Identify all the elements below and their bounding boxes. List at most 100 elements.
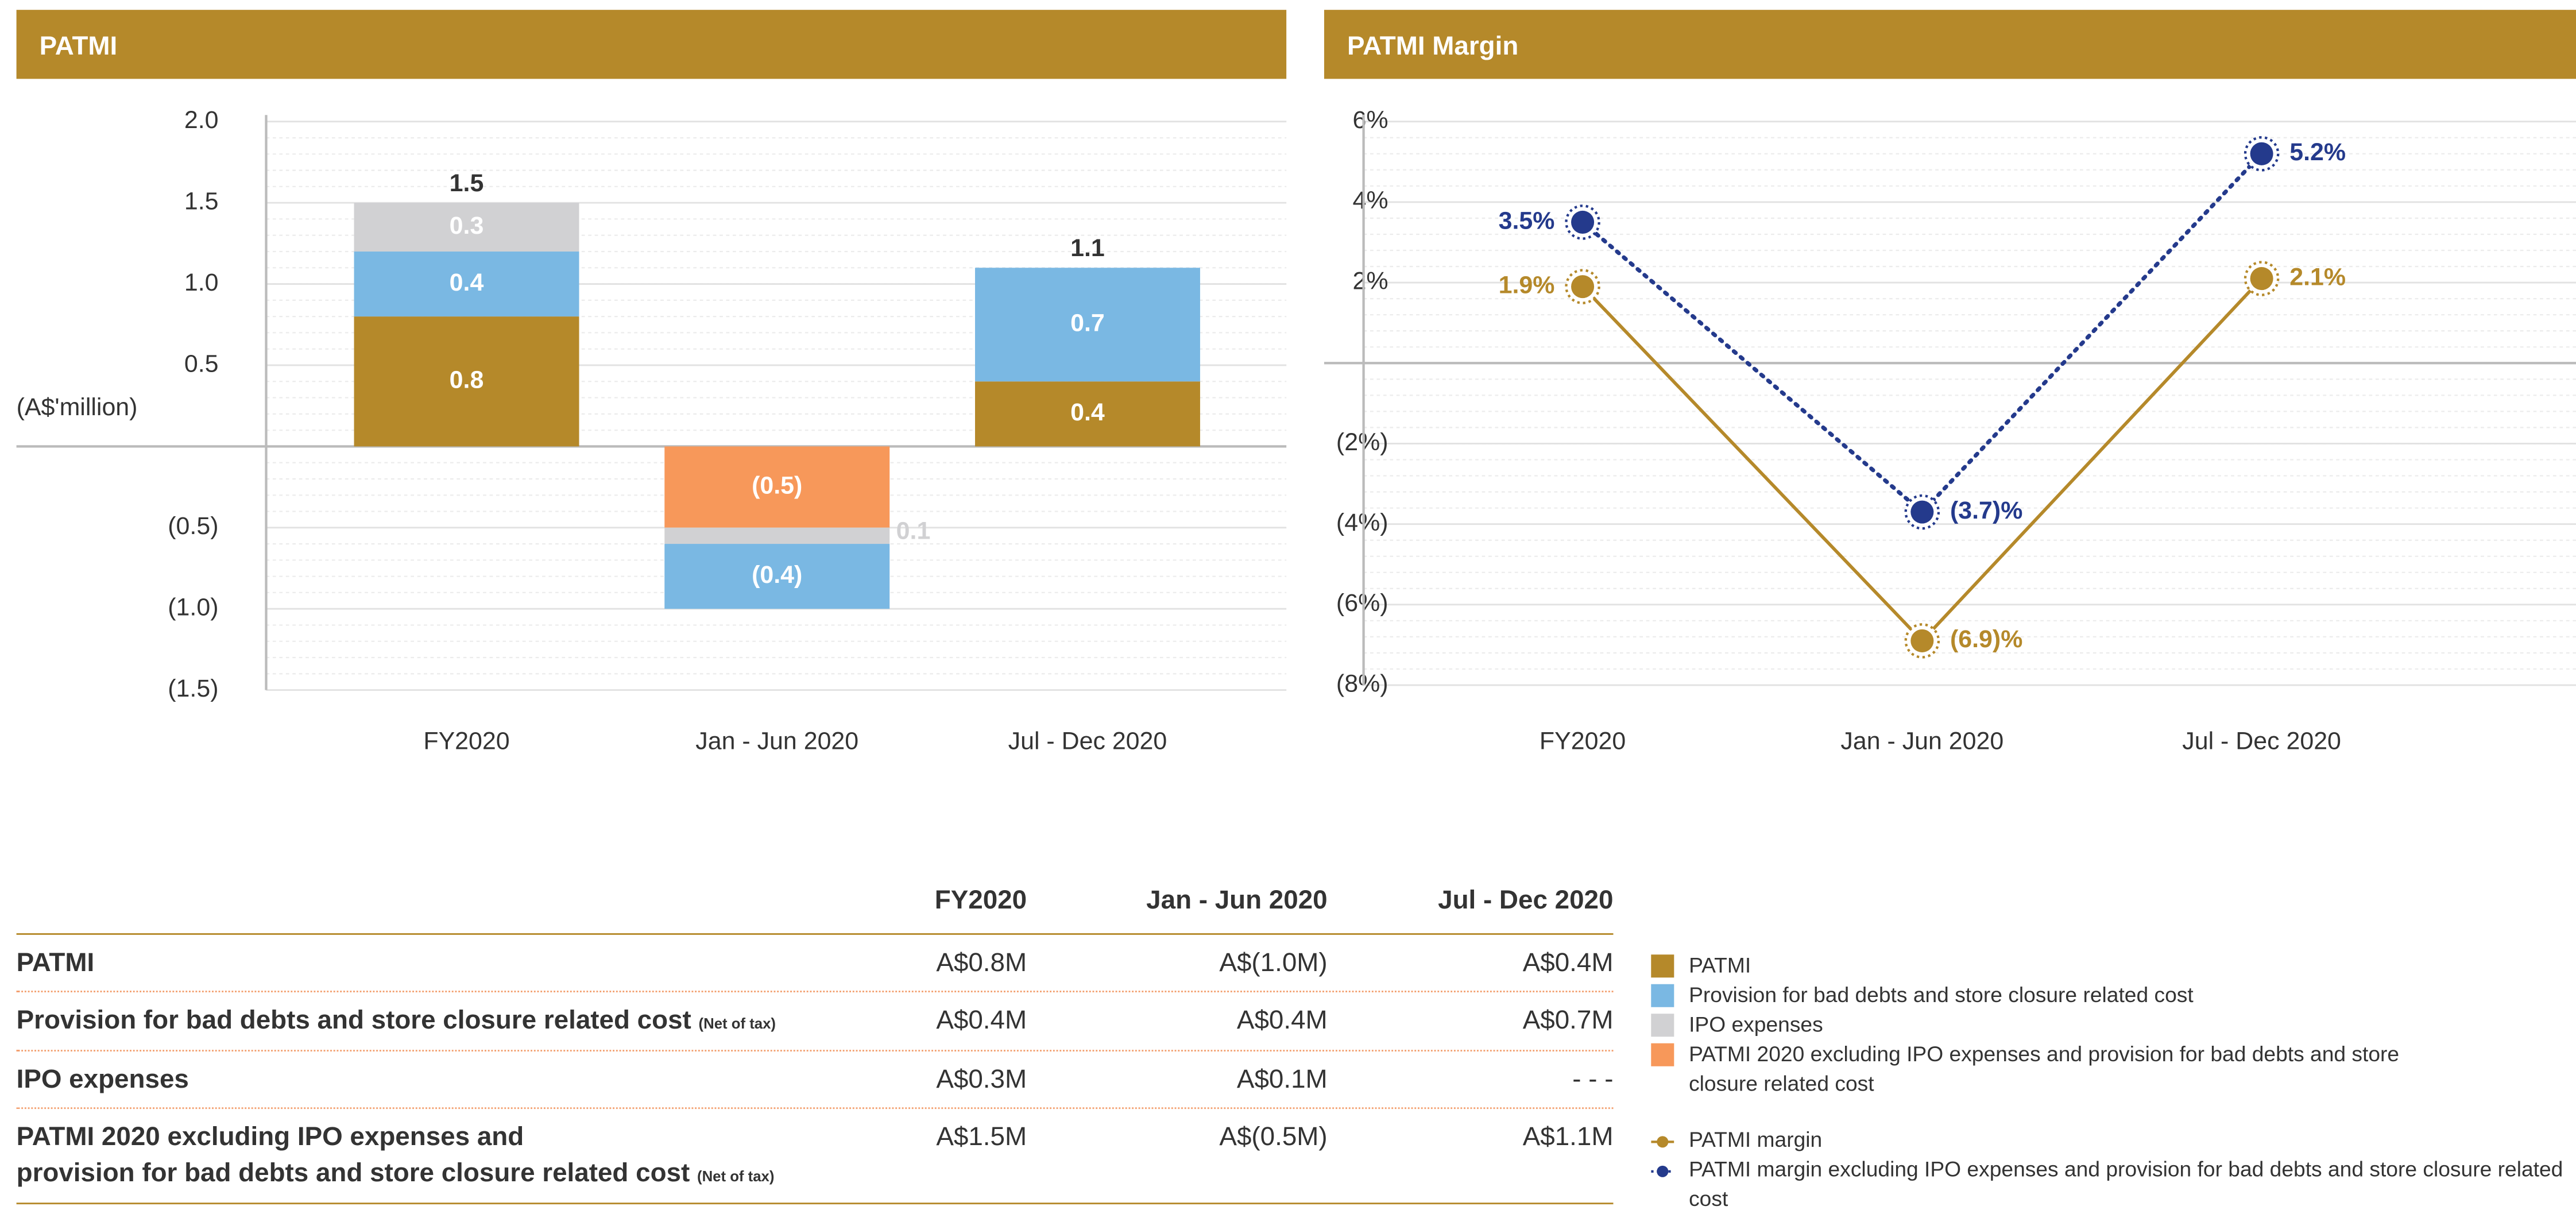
y-tick-label: 2.0 — [184, 106, 219, 134]
table-row: IPO expenses A$0.3M A$0.1M - - - — [16, 1051, 1614, 1109]
bar-label: 0.3 — [450, 212, 484, 239]
y-tick-label: 4% — [1353, 187, 1388, 214]
charts: PATMI 2.0 1.5 1.0 0.5 (0.5) (1.0) (1.5) (A$'mill… — [16, 10, 2576, 755]
bar-segment — [354, 316, 579, 447]
legend-swatch — [1651, 1160, 1674, 1180]
column-header: Jan - Jun 2020 — [1146, 887, 1328, 915]
legend-item: IPO expenses — [1651, 1010, 2445, 1039]
cell-value: A$0.8M — [936, 949, 1027, 978]
x-tick-label: Jan - Jun 2020 — [695, 727, 858, 755]
y-tick-label: (4%) — [1336, 509, 1388, 536]
x-tick-label: FY2020 — [423, 727, 509, 755]
legend-swatch — [1651, 954, 1674, 978]
cell-value: - - - — [1572, 1066, 1614, 1095]
point-label: 5.2% — [2289, 138, 2346, 166]
bar-label: 0.1 — [896, 517, 931, 545]
y-tick-label: 1.0 — [184, 269, 219, 296]
row-label: Provision for bad debts and store closur… — [17, 992, 904, 1050]
cell-value: A$0.1M — [1236, 1066, 1328, 1095]
row-label-text: IPO expenses — [16, 1066, 189, 1095]
cell-value: A$1.1M — [1522, 1123, 1614, 1152]
cell-value: A$0.4M — [1236, 1007, 1328, 1035]
x-tick-label: Jul - Dec 2020 — [1008, 727, 1167, 755]
legend-item: Provision for bad debts and store closur… — [1651, 981, 2445, 1010]
y-tick-label: (1.5) — [168, 675, 218, 702]
line — [1580, 152, 2264, 515]
column-header: FY2020 — [934, 887, 1027, 915]
row-label-text: PATMI 2020 excluding IPO expenses and pr… — [16, 1123, 690, 1188]
cell-value: A$0.7M — [1522, 1007, 1614, 1035]
y-tick-label: (6%) — [1336, 589, 1388, 617]
y-tick-label: 0.5 — [184, 350, 219, 377]
chart-header — [16, 10, 1287, 79]
total-label: 1.1 — [1070, 234, 1105, 262]
legend-swatch — [1651, 1014, 1674, 1037]
legend-item: PATMI margin — [1651, 1126, 2571, 1155]
legend-label: PATMI 2020 excluding IPO expenses and pr… — [1689, 1041, 2400, 1096]
bar-segment — [354, 251, 579, 317]
bar-segment — [664, 446, 890, 528]
point-label: 1.9% — [1499, 271, 1555, 299]
legend-label: Provision for bad debts and store closur… — [1689, 982, 2194, 1007]
legend-label: PATMI — [1689, 953, 1751, 978]
marker — [1910, 500, 1934, 524]
legend-item: PATMI — [1651, 952, 2445, 981]
bar-segment — [974, 268, 1200, 382]
bar-label: 0.7 — [1070, 310, 1105, 337]
bar-segment — [974, 381, 1200, 447]
table-header: FY2020 Jan - Jun 2020 Jul - Dec 2020 — [16, 880, 1614, 935]
chart-title: PATMI — [40, 31, 118, 60]
cell-value: A$0.4M — [1522, 949, 1614, 978]
legend-label: PATMI margin excluding IPO expenses and … — [1689, 1157, 2563, 1211]
row-label: IPO expenses — [17, 1051, 904, 1107]
row-label-text: PATMI — [16, 949, 95, 978]
chart-header — [1324, 10, 2576, 79]
bar-label: 0.4 — [1070, 399, 1105, 426]
marker — [1571, 275, 1595, 299]
row-note: (Net of tax) — [697, 1168, 775, 1185]
total-label: 1.5 — [450, 169, 484, 197]
cell-value: A$0.4M — [936, 1007, 1027, 1035]
chart-title: PATMI Margin — [1347, 31, 1518, 60]
legend-swatch — [1651, 1130, 1674, 1150]
point-label: (6.9)% — [1950, 625, 2022, 653]
y-tick-label: (8%) — [1336, 670, 1388, 697]
x-tick-label: FY2020 — [1540, 727, 1626, 755]
bar-label: 0.8 — [450, 366, 484, 394]
marker — [1571, 210, 1595, 234]
legend-line-icon — [1651, 1136, 1674, 1148]
legend-swatch — [1651, 1043, 1674, 1066]
marker — [2250, 267, 2273, 291]
table-row: Provision for bad debts and store closur… — [16, 992, 1614, 1052]
y-tick-label: 1.5 — [184, 187, 219, 215]
y-tick-label: (1.0) — [168, 594, 218, 621]
cell-value: A$0.3M — [936, 1066, 1027, 1095]
x-tick-label: Jul - Dec 2020 — [2182, 727, 2341, 755]
legend-line-icon — [1651, 1165, 1674, 1177]
column-header: Jul - Dec 2020 — [1438, 887, 1614, 915]
point-label: (3.7)% — [1950, 497, 2022, 524]
table-row: PATMI 2020 excluding IPO expenses and pr… — [16, 1109, 1614, 1205]
x-tick-label: Jan - Jun 2020 — [1840, 727, 2003, 755]
table-row: PATMI A$0.8M A$(1.0M) A$0.4M — [16, 935, 1614, 993]
legend-item: PATMI margin excluding IPO expenses and … — [1651, 1155, 2571, 1214]
y-axis-label: (A$'million) — [17, 393, 138, 421]
bar-label: 0.4 — [450, 269, 484, 296]
row-label: PATMI 2020 excluding IPO expenses and pr… — [17, 1109, 904, 1203]
legend-label: PATMI margin — [1689, 1127, 1823, 1152]
marker — [2250, 142, 2273, 165]
legend-gap — [1651, 1099, 2571, 1126]
y-tick-label: (2%) — [1336, 428, 1388, 456]
y-tick-label: 2% — [1353, 267, 1388, 295]
point-label: 3.5% — [1499, 207, 1555, 234]
point-label: 2.1% — [2289, 263, 2346, 291]
cell-value: A$(1.0M) — [1219, 949, 1328, 978]
row-label: PATMI — [17, 935, 904, 991]
legend: PATMI Provision for bad debts and store c… — [1651, 952, 2571, 1214]
marker — [1910, 629, 1934, 652]
bar-label: (0.4) — [752, 561, 802, 589]
legend-label: IPO expenses — [1689, 1012, 1823, 1037]
row-note: (Net of tax) — [698, 1015, 776, 1032]
legend-item: PATMI 2020 excluding IPO expenses and pr… — [1651, 1040, 2445, 1099]
